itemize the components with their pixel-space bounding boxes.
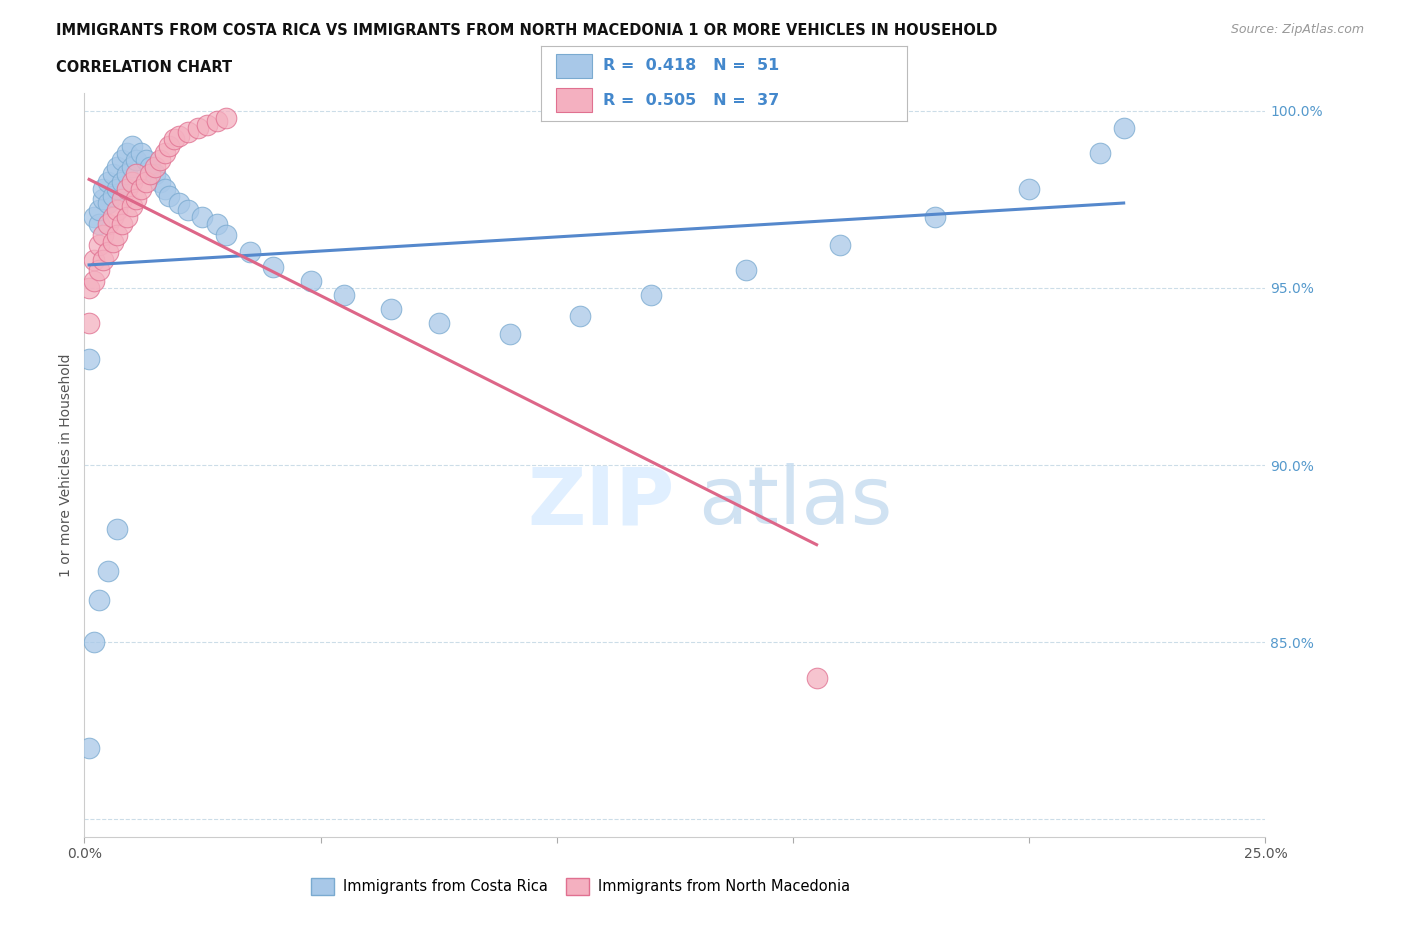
Point [107, 522, 129, 537]
Point [107, 203, 129, 218]
Y-axis label: 1 or more Vehicles in Household: 1 or more Vehicles in Household [59, 353, 73, 577]
Point [115, 209, 138, 224]
Point [195, 117, 218, 132]
Point [924, 209, 946, 224]
Point [101, 167, 124, 182]
Point [125, 153, 148, 167]
Point [135, 153, 157, 167]
Point [121, 160, 143, 175]
Point [77, 352, 100, 366]
Text: atlas: atlas [699, 463, 893, 541]
Point [569, 309, 592, 324]
Point [97, 245, 120, 259]
Point [83, 209, 105, 224]
Point [129, 146, 152, 161]
Point [177, 125, 200, 140]
Point [205, 113, 228, 128]
Point [77, 316, 100, 331]
Point [191, 209, 214, 224]
Point [215, 111, 238, 126]
Point [640, 287, 662, 302]
Point [97, 195, 120, 210]
Point [149, 174, 172, 189]
Point [111, 192, 134, 206]
Point [1112, 121, 1135, 136]
Point [167, 195, 190, 210]
Point [101, 209, 124, 224]
Text: Source: ZipAtlas.com: Source: ZipAtlas.com [1230, 23, 1364, 36]
Point [87, 217, 110, 232]
Point [153, 146, 176, 161]
Text: ZIP: ZIP [527, 463, 675, 541]
Point [77, 281, 100, 296]
Point [143, 167, 166, 182]
Point [125, 167, 148, 182]
Point [91, 252, 114, 267]
Point [380, 301, 402, 316]
Point [205, 217, 228, 232]
Point [77, 741, 100, 756]
Point [91, 192, 114, 206]
Point [125, 192, 148, 206]
Point [163, 132, 186, 147]
Point [498, 326, 520, 341]
Point [97, 217, 120, 232]
Point [734, 262, 756, 277]
Point [91, 181, 114, 196]
Point [87, 592, 110, 607]
Point [83, 634, 105, 649]
Text: R =  0.418   N =  51: R = 0.418 N = 51 [603, 59, 780, 73]
Point [830, 238, 852, 253]
Point [121, 174, 143, 189]
Point [115, 181, 138, 196]
Point [239, 245, 262, 259]
Point [157, 139, 180, 153]
Point [107, 227, 129, 242]
Point [83, 252, 105, 267]
Point [157, 188, 180, 203]
Point [107, 181, 129, 196]
Point [111, 174, 134, 189]
Point [333, 287, 356, 302]
Point [167, 128, 190, 143]
Point [215, 227, 238, 242]
Point [177, 203, 200, 218]
Point [83, 273, 105, 288]
Point [806, 671, 828, 685]
Point [97, 174, 120, 189]
Point [1088, 146, 1111, 161]
Point [87, 238, 110, 253]
Point [111, 153, 134, 167]
Point [97, 564, 120, 578]
Point [87, 203, 110, 218]
Point [107, 160, 129, 175]
Point [1018, 181, 1040, 196]
Bar [555, 54, 592, 78]
Point [111, 217, 134, 232]
Legend: Immigrants from Costa Rica, Immigrants from North Macedonia: Immigrants from Costa Rica, Immigrants f… [305, 872, 856, 900]
Point [153, 181, 176, 196]
Point [87, 262, 110, 277]
Point [91, 227, 114, 242]
Text: IMMIGRANTS FROM COSTA RICA VS IMMIGRANTS FROM NORTH MACEDONIA 1 OR MORE VEHICLES: IMMIGRANTS FROM COSTA RICA VS IMMIGRANTS… [56, 23, 998, 38]
Point [115, 146, 138, 161]
Point [139, 160, 162, 175]
Bar [555, 88, 592, 112]
Point [143, 160, 166, 175]
Point [121, 199, 143, 214]
Text: R =  0.505   N =  37: R = 0.505 N = 37 [603, 93, 780, 108]
Point [262, 259, 284, 274]
Point [101, 188, 124, 203]
Point [299, 273, 322, 288]
Point [139, 167, 162, 182]
Point [135, 174, 157, 189]
Point [115, 167, 138, 182]
Point [121, 139, 143, 153]
Point [187, 121, 209, 136]
Point [129, 181, 152, 196]
Point [101, 234, 124, 249]
Point [149, 153, 172, 167]
Point [427, 316, 450, 331]
Text: CORRELATION CHART: CORRELATION CHART [56, 60, 232, 75]
